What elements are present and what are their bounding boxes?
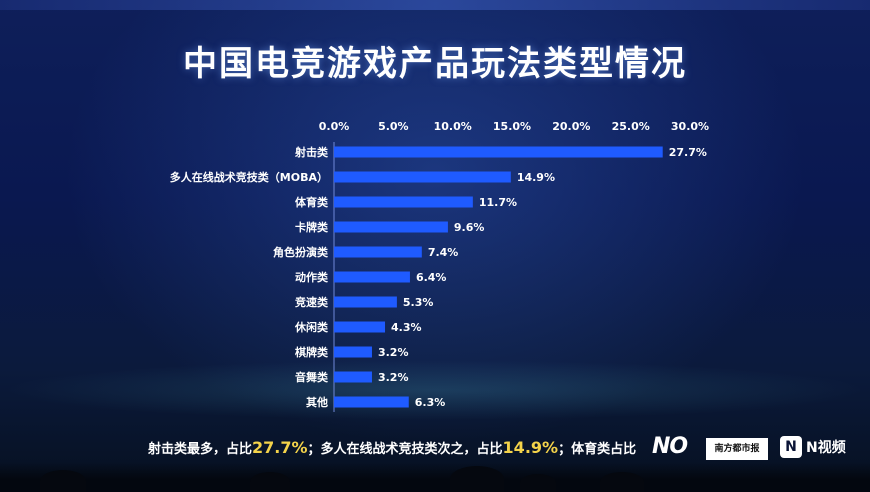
category-label: 其他 (306, 395, 328, 409)
summary-part3: ；体育类占比 (558, 442, 637, 457)
x-tick-label: 25.0% (612, 120, 650, 133)
bar (334, 246, 422, 258)
category-label: 棋牌类 (294, 345, 329, 359)
data-label: 6.3% (415, 396, 446, 409)
data-label: 3.2% (378, 371, 409, 384)
data-label: 4.3% (391, 321, 422, 334)
bar (334, 396, 409, 408)
x-tick-label: 10.0% (434, 120, 472, 133)
bar (334, 321, 386, 333)
category-label: 休闲类 (294, 320, 329, 334)
summary-text: 射击类最多，占比27.7%；多人在线战术竞技类次之，占比14.9%；体育类占比 (148, 438, 636, 457)
data-label: 7.4% (428, 246, 459, 259)
stage-glow (0, 360, 870, 420)
category-label: 竞速类 (295, 295, 329, 309)
tv-logo: NO (652, 434, 688, 459)
n-video-text: N视频 (806, 440, 846, 456)
data-label: 9.6% (454, 221, 485, 234)
data-label: 27.7% (669, 146, 707, 159)
summary-value2: 14.9% (502, 438, 559, 457)
x-tick-label: 20.0% (552, 120, 590, 133)
category-label: 射击类 (294, 145, 329, 159)
category-label: 动作类 (295, 270, 329, 284)
x-tick-label: 30.0% (671, 120, 709, 133)
bar (334, 196, 473, 208)
category-label: 卡牌类 (295, 220, 329, 234)
n-video-icon: N (780, 436, 802, 458)
x-tick-label: 15.0% (493, 120, 531, 133)
data-label: 6.4% (416, 271, 447, 284)
newspaper-logo: 南方都市报 (706, 438, 768, 460)
bar (334, 371, 372, 383)
bar (334, 146, 663, 158)
x-tick-label: 5.0% (378, 120, 409, 133)
category-label: 音舞类 (295, 370, 329, 384)
summary-value1: 27.7% (252, 438, 308, 457)
category-label: 体育类 (295, 195, 329, 209)
bar (334, 271, 410, 283)
data-label: 5.3% (403, 296, 434, 309)
top-banner-strip (0, 0, 870, 10)
data-label: 11.7% (479, 196, 517, 209)
category-label: 多人在线战术竞技类（MOBA） (170, 170, 328, 184)
bar (334, 171, 511, 183)
data-label: 3.2% (378, 346, 409, 359)
summary-part1: 射击类最多，占比 (148, 442, 253, 457)
bar (334, 221, 448, 233)
n-video-logo: N N视频 (780, 436, 846, 458)
bar-chart: 0.0% 5.0% 10.0% 15.0% 20.0% 25.0% 30.0% 射击类多人在… (170, 120, 709, 412)
summary-part2: ；多人在线战术竞技类次之，占比 (307, 442, 503, 457)
category-label: 角色扮演类 (273, 245, 329, 259)
x-tick-label: 0.0% (319, 120, 350, 133)
data-label: 14.9% (517, 171, 555, 184)
bar (334, 346, 372, 358)
audience-silhouette (0, 462, 870, 492)
chart-title: 中国电竞游戏产品玩法类型情况 (183, 44, 687, 84)
bar (334, 296, 397, 308)
